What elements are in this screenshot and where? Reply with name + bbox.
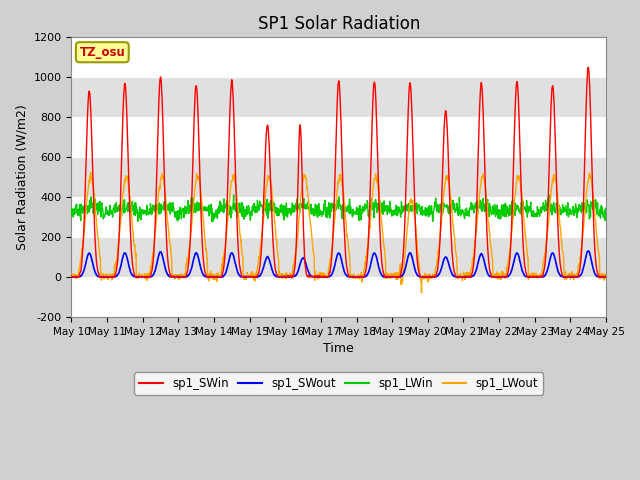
Legend: sp1_SWin, sp1_SWout, sp1_LWin, sp1_LWout: sp1_SWin, sp1_SWout, sp1_LWin, sp1_LWout: [134, 372, 543, 395]
Bar: [72, 77, 606, 117]
Text: TZ_osu: TZ_osu: [79, 46, 125, 59]
Bar: [72, 197, 606, 237]
X-axis label: Time: Time: [323, 342, 354, 355]
Bar: [72, 277, 606, 317]
Bar: [72, 117, 606, 157]
Bar: [72, 157, 606, 197]
Y-axis label: Solar Radiation (W/m2): Solar Radiation (W/m2): [15, 104, 28, 250]
Bar: [72, 37, 606, 77]
Title: SP1 Solar Radiation: SP1 Solar Radiation: [257, 15, 420, 33]
Bar: [72, 237, 606, 277]
